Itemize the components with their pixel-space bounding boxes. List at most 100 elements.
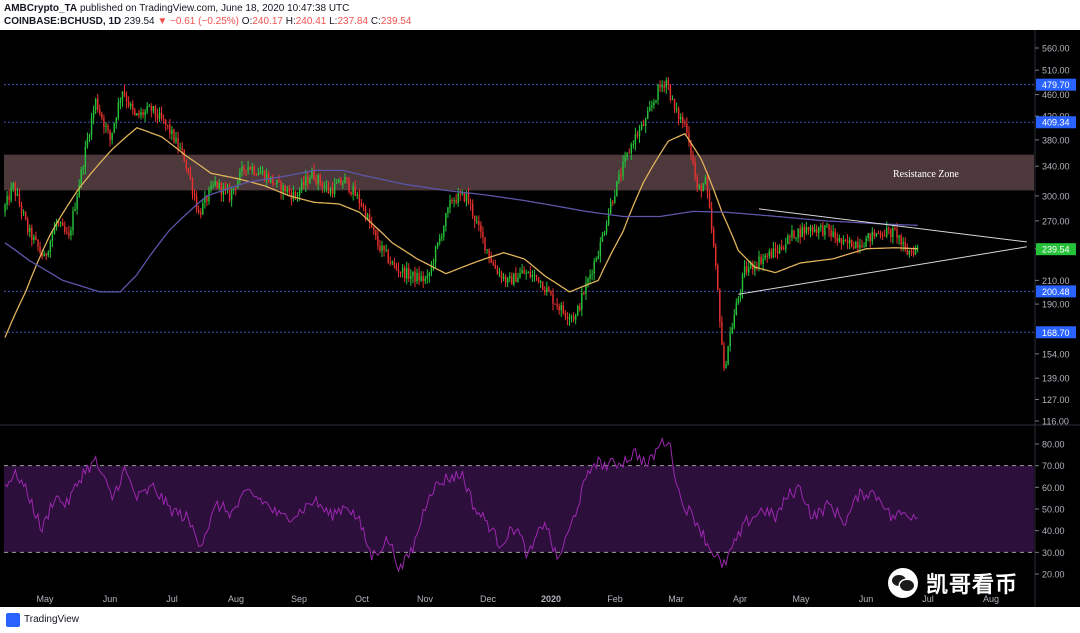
- candle-body: [778, 246, 781, 254]
- candle-body: [344, 177, 346, 184]
- candle-body: [317, 175, 319, 184]
- candle-body: [809, 226, 812, 231]
- candle-body: [144, 111, 146, 116]
- symbol-label[interactable]: COINBASE:BCHUSD, 1D: [4, 16, 122, 27]
- open-label: O:: [241, 16, 253, 27]
- candle-body: [855, 241, 857, 249]
- candle-body: [340, 179, 342, 185]
- candle-body: [216, 181, 218, 189]
- candle-body: [560, 305, 562, 311]
- candle-body: [873, 231, 876, 237]
- x-tick-label: Aug: [983, 594, 999, 604]
- candle-body: [162, 118, 165, 120]
- candle-body: [513, 273, 515, 285]
- candle-body: [20, 204, 23, 213]
- x-tick-label: Mar: [668, 594, 684, 604]
- candle-body: [480, 224, 482, 232]
- candle-body: [418, 273, 420, 281]
- candle-body: [476, 221, 478, 223]
- tradingview-logo-icon[interactable]: [6, 613, 20, 627]
- watermark-text: 凯哥看币: [926, 573, 1019, 598]
- watermark: 凯哥看币: [888, 563, 1018, 603]
- candle-body: [105, 125, 107, 127]
- candle-body: [41, 252, 43, 257]
- author-name[interactable]: AMBCrypto_TA: [4, 3, 78, 14]
- candle-body: [688, 132, 690, 143]
- candle-body: [517, 277, 519, 283]
- candle-body: [37, 239, 39, 247]
- candle-body: [64, 225, 66, 232]
- candle-body: [593, 261, 595, 274]
- candle-body: [869, 233, 871, 242]
- candle-body: [554, 303, 556, 305]
- candle-body: [885, 228, 888, 237]
- candle-body: [119, 100, 122, 103]
- candle-body: [4, 205, 6, 213]
- candle-body: [502, 276, 505, 279]
- candle-body: [375, 230, 377, 236]
- candle-body: [150, 105, 153, 111]
- candle-body: [160, 112, 163, 119]
- candle-body: [84, 146, 87, 168]
- candle-body: [430, 264, 433, 273]
- price-change: ▼ −0.61 (−0.25%): [157, 16, 240, 27]
- candle-body: [572, 316, 575, 320]
- candle-body: [875, 233, 878, 237]
- candle-body: [583, 292, 585, 295]
- candle-body: [313, 169, 315, 180]
- candle-body: [710, 207, 713, 230]
- candle-body: [296, 195, 299, 197]
- candle-body: [612, 202, 614, 204]
- candle-body: [822, 225, 824, 236]
- candle-body: [916, 247, 919, 249]
- candle-body: [644, 118, 647, 127]
- candle-body: [830, 230, 832, 237]
- candle-body: [401, 267, 404, 273]
- candle-body: [566, 316, 569, 319]
- candle-body: [403, 267, 406, 279]
- brand-label[interactable]: TradingView: [24, 614, 80, 625]
- level-price-tag: [1036, 116, 1076, 129]
- candle-body: [741, 274, 744, 292]
- candle-body: [797, 228, 799, 238]
- ema-line: [4, 126, 918, 338]
- candle-body: [391, 261, 394, 264]
- candle-body: [422, 276, 424, 282]
- candle-body: [589, 274, 591, 279]
- candle-body: [399, 272, 402, 274]
- candle-body: [587, 278, 589, 283]
- candle-body: [14, 183, 17, 196]
- candle-body: [871, 231, 874, 242]
- candle-body: [300, 181, 303, 191]
- candle-body: [750, 263, 752, 268]
- candle-body: [286, 189, 288, 193]
- candle-body: [428, 272, 431, 276]
- candle-body: [836, 238, 838, 242]
- candle-body: [432, 263, 435, 265]
- candle-body: [138, 113, 140, 116]
- candle-body: [564, 312, 567, 317]
- candle-body: [865, 238, 867, 247]
- candle-body: [193, 193, 196, 197]
- candle-body: [243, 166, 245, 170]
- candle-body: [274, 183, 276, 185]
- candle-body: [59, 222, 62, 224]
- candle-body: [294, 191, 297, 197]
- header-line-2: COINBASE:BCHUSD, 1D 239.54 ▼ −0.61 (−0.2…: [4, 16, 411, 27]
- x-tick-label: Nov: [417, 594, 434, 604]
- x-tick-label: Feb: [607, 594, 623, 604]
- candle-body: [867, 233, 869, 239]
- candle-body: [719, 289, 721, 322]
- candle-body: [253, 166, 256, 175]
- candle-body: [267, 174, 270, 182]
- candle-body: [758, 256, 760, 268]
- candle-body: [500, 272, 503, 279]
- candle-body: [599, 241, 602, 256]
- candle-body: [16, 193, 19, 196]
- candle-body: [255, 174, 258, 176]
- candle-body: [123, 91, 126, 96]
- candle-body: [445, 213, 447, 227]
- candle-body: [498, 272, 501, 274]
